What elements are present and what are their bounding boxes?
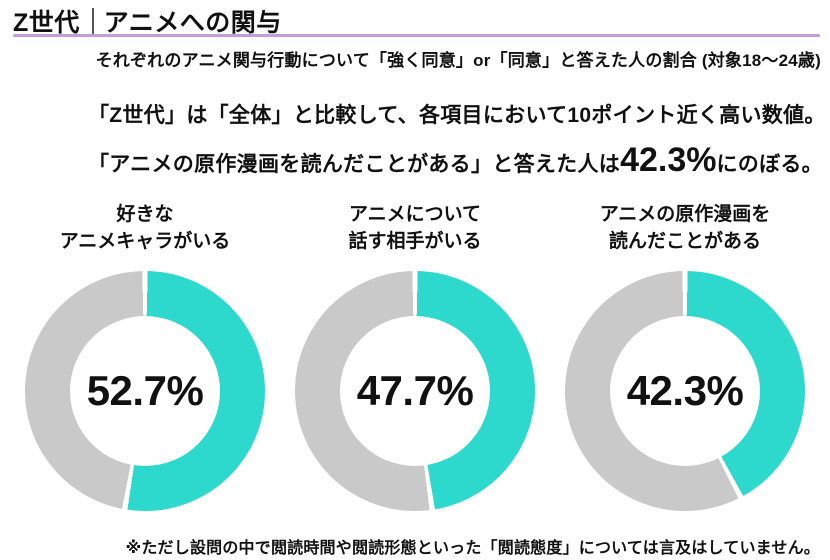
chart-label: アニメについて 話す相手がいる bbox=[348, 202, 481, 256]
donut-value: 42.3% bbox=[626, 367, 744, 414]
chart-label-line1: 好きな bbox=[116, 204, 174, 225]
description: 「Z世代」は「全体」と比較して、各項目において10ポイント近く高い数値。 「アニ… bbox=[88, 99, 826, 188]
subtitle: それぞれのアニメ関与行動について「強く同意」or「同意」と答えた人の割合 (対象… bbox=[95, 51, 821, 70]
donut-value: 52.7% bbox=[86, 367, 204, 414]
description-highlight-value: 42.3% bbox=[620, 141, 717, 180]
chart-label: 好きな アニメキャラがいる bbox=[60, 202, 231, 256]
page-title-main: Z世代 bbox=[13, 9, 80, 37]
chart-label-line1: アニメの原作漫画を bbox=[599, 204, 771, 225]
chart-column-read-manga: アニメの原作漫画を 読んだことがある 42.3% bbox=[561, 202, 809, 511]
footnote: ※ただし設問の中で閲読時間や閲読形態といった「閲読態度」については言及はしていま… bbox=[125, 540, 820, 557]
chart-label-line1: アニメについて bbox=[348, 204, 482, 225]
header-underline bbox=[13, 34, 820, 37]
donut-hole: 42.3% bbox=[610, 316, 760, 466]
chart-label-line2: 話す相手がいる bbox=[348, 230, 482, 252]
page-title: Z世代 アニメへの関与 bbox=[13, 3, 282, 39]
description-line2-prefix: 「アニメの原作漫画を読んだことがある」と答えた人は bbox=[88, 153, 621, 177]
title-divider bbox=[91, 8, 94, 34]
donut-chart-read-manga: 42.3% bbox=[565, 271, 805, 511]
chart-label: アニメの原作漫画を 読んだことがある bbox=[600, 202, 771, 256]
donut-chart-talk-partner: 47.7% bbox=[295, 271, 535, 511]
page-title-rest: アニメへの関与 bbox=[103, 9, 282, 37]
donut-hole: 52.7% bbox=[70, 316, 220, 466]
chart-label-line2: アニメキャラがいる bbox=[59, 230, 231, 252]
donut-chart-favorite-character: 52.7% bbox=[25, 271, 265, 511]
description-line1: 「Z世代」は「全体」と比較して、各項目において10ポイント近く高い数値。 bbox=[88, 104, 826, 127]
chart-column-favorite-character: 好きな アニメキャラがいる 52.7% bbox=[21, 202, 269, 511]
chart-column-talk-partner: アニメについて 話す相手がいる 47.7% bbox=[291, 202, 539, 511]
donut-value: 47.7% bbox=[356, 367, 474, 414]
description-line2: 「アニメの原作漫画を読んだことがある」と答えた人は42.3%にのぼる。 bbox=[88, 133, 826, 188]
description-line2-suffix: にのぼる。 bbox=[716, 153, 823, 177]
chart-label-line2: 読んだことがある bbox=[608, 230, 761, 252]
donut-charts-row: 好きな アニメキャラがいる 52.7% アニメについて 話す相手がいる 47.7… bbox=[0, 202, 830, 511]
donut-hole: 47.7% bbox=[340, 316, 490, 466]
